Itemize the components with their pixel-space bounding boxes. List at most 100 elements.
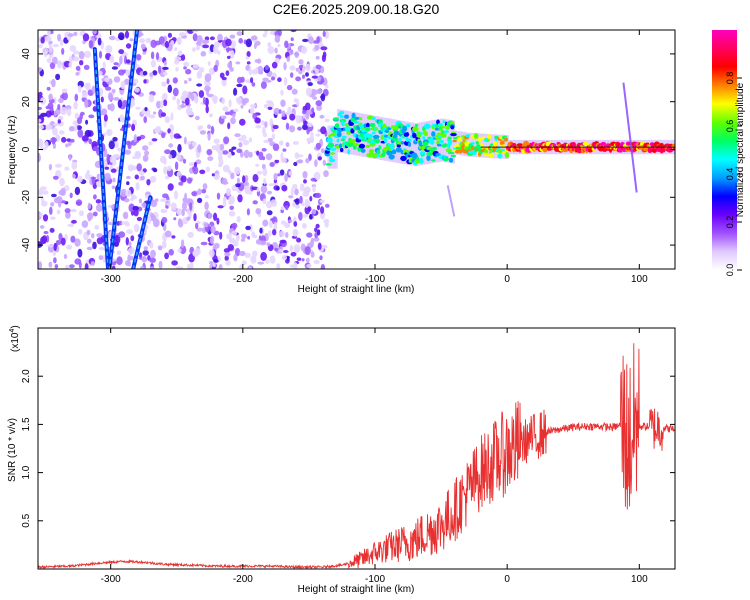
noise-speck <box>110 168 117 173</box>
noise-speck <box>219 72 225 79</box>
track-blob <box>448 136 452 140</box>
y-tick-label: -40 <box>21 237 32 252</box>
noise-speck <box>96 203 103 212</box>
noise-speck <box>262 132 268 138</box>
noise-speck <box>59 39 64 47</box>
noise-speck <box>165 205 169 209</box>
noise-speck <box>74 186 81 196</box>
noise-speck <box>187 231 194 238</box>
noise-speck <box>290 30 297 33</box>
noise-speck <box>179 245 187 255</box>
noise-speck <box>49 44 53 53</box>
noise-speck <box>166 165 172 172</box>
noise-speck <box>317 242 322 250</box>
noise-speck <box>57 104 61 110</box>
noise-speck <box>39 212 43 217</box>
noise-speck <box>303 120 308 126</box>
noise-speck <box>49 62 56 70</box>
noise-speck <box>264 64 269 71</box>
noise-speck <box>234 166 241 175</box>
noise-speck <box>314 227 318 233</box>
noise-speck <box>216 192 221 200</box>
track-blob <box>369 122 376 128</box>
noise-speck <box>203 222 209 228</box>
noise-speck <box>51 78 56 88</box>
noise-speck <box>249 104 256 108</box>
x-tick-label: 0 <box>504 274 510 285</box>
track-blob <box>492 141 498 147</box>
noise-speck <box>279 249 284 253</box>
noise-speck <box>53 242 57 252</box>
noise-speck <box>266 79 272 83</box>
track-blob <box>396 144 401 148</box>
track-blob <box>349 138 356 144</box>
noise-speck <box>295 67 300 72</box>
noise-speck <box>174 47 178 52</box>
track-blob <box>340 147 344 153</box>
noise-speck <box>314 159 318 168</box>
noise-speck <box>38 91 43 97</box>
noise-speck <box>253 43 257 49</box>
noise-speck <box>61 47 65 55</box>
noise-speck <box>297 126 302 131</box>
noise-speck <box>104 166 110 170</box>
noise-speck <box>315 55 320 60</box>
noise-speck <box>144 150 150 156</box>
noise-speck <box>246 208 250 216</box>
noise-speck <box>228 99 232 108</box>
noise-speck <box>246 61 251 65</box>
noise-speck <box>73 101 78 110</box>
noise-speck <box>176 36 182 46</box>
noise-speck <box>108 35 116 41</box>
noise-speck <box>113 76 121 83</box>
noise-speck <box>250 35 258 41</box>
noise-speck <box>287 106 292 115</box>
noise-speck <box>58 115 64 121</box>
noise-speck <box>125 189 132 197</box>
noise-speck <box>233 108 239 113</box>
noise-speck <box>239 151 244 158</box>
noise-speck <box>320 46 328 51</box>
noise-speck <box>96 233 103 238</box>
noise-speck <box>235 183 241 188</box>
noise-speck <box>281 184 288 192</box>
noise-speck <box>140 175 145 181</box>
noise-speck <box>186 216 191 221</box>
noise-speck <box>176 152 181 161</box>
noise-speck <box>58 233 63 241</box>
noise-speck <box>213 138 220 144</box>
noise-speck <box>168 154 173 160</box>
noise-speck <box>134 174 139 180</box>
noise-speck <box>229 34 236 39</box>
track-halo <box>343 110 346 154</box>
noise-speck <box>196 83 203 87</box>
noise-speck <box>111 66 118 70</box>
noise-speck <box>248 191 253 195</box>
noise-speck <box>323 170 329 178</box>
noise-speck <box>222 106 229 112</box>
noise-speck <box>53 257 57 264</box>
track-blob <box>325 163 332 166</box>
noise-speck <box>177 143 182 153</box>
noise-speck <box>38 124 44 130</box>
noise-speck <box>64 166 70 171</box>
noise-speck <box>126 229 133 235</box>
noise-speck <box>97 37 102 46</box>
noise-speck <box>210 125 215 135</box>
track-blob <box>326 137 333 143</box>
noise-speck <box>84 83 89 89</box>
noise-speck <box>63 253 68 260</box>
noise-speck <box>310 131 314 139</box>
noise-speck <box>119 116 126 123</box>
noise-speck <box>183 136 187 145</box>
noise-speck <box>141 255 148 263</box>
noise-speck <box>295 160 303 164</box>
noise-speck <box>286 256 290 261</box>
noise-speck <box>245 79 252 84</box>
noise-speck <box>49 227 55 233</box>
noise-speck <box>176 98 181 106</box>
noise-speck <box>42 214 49 222</box>
x-tick-label: -200 <box>233 574 253 585</box>
noise-speck <box>148 141 153 146</box>
track-halo <box>416 122 419 166</box>
